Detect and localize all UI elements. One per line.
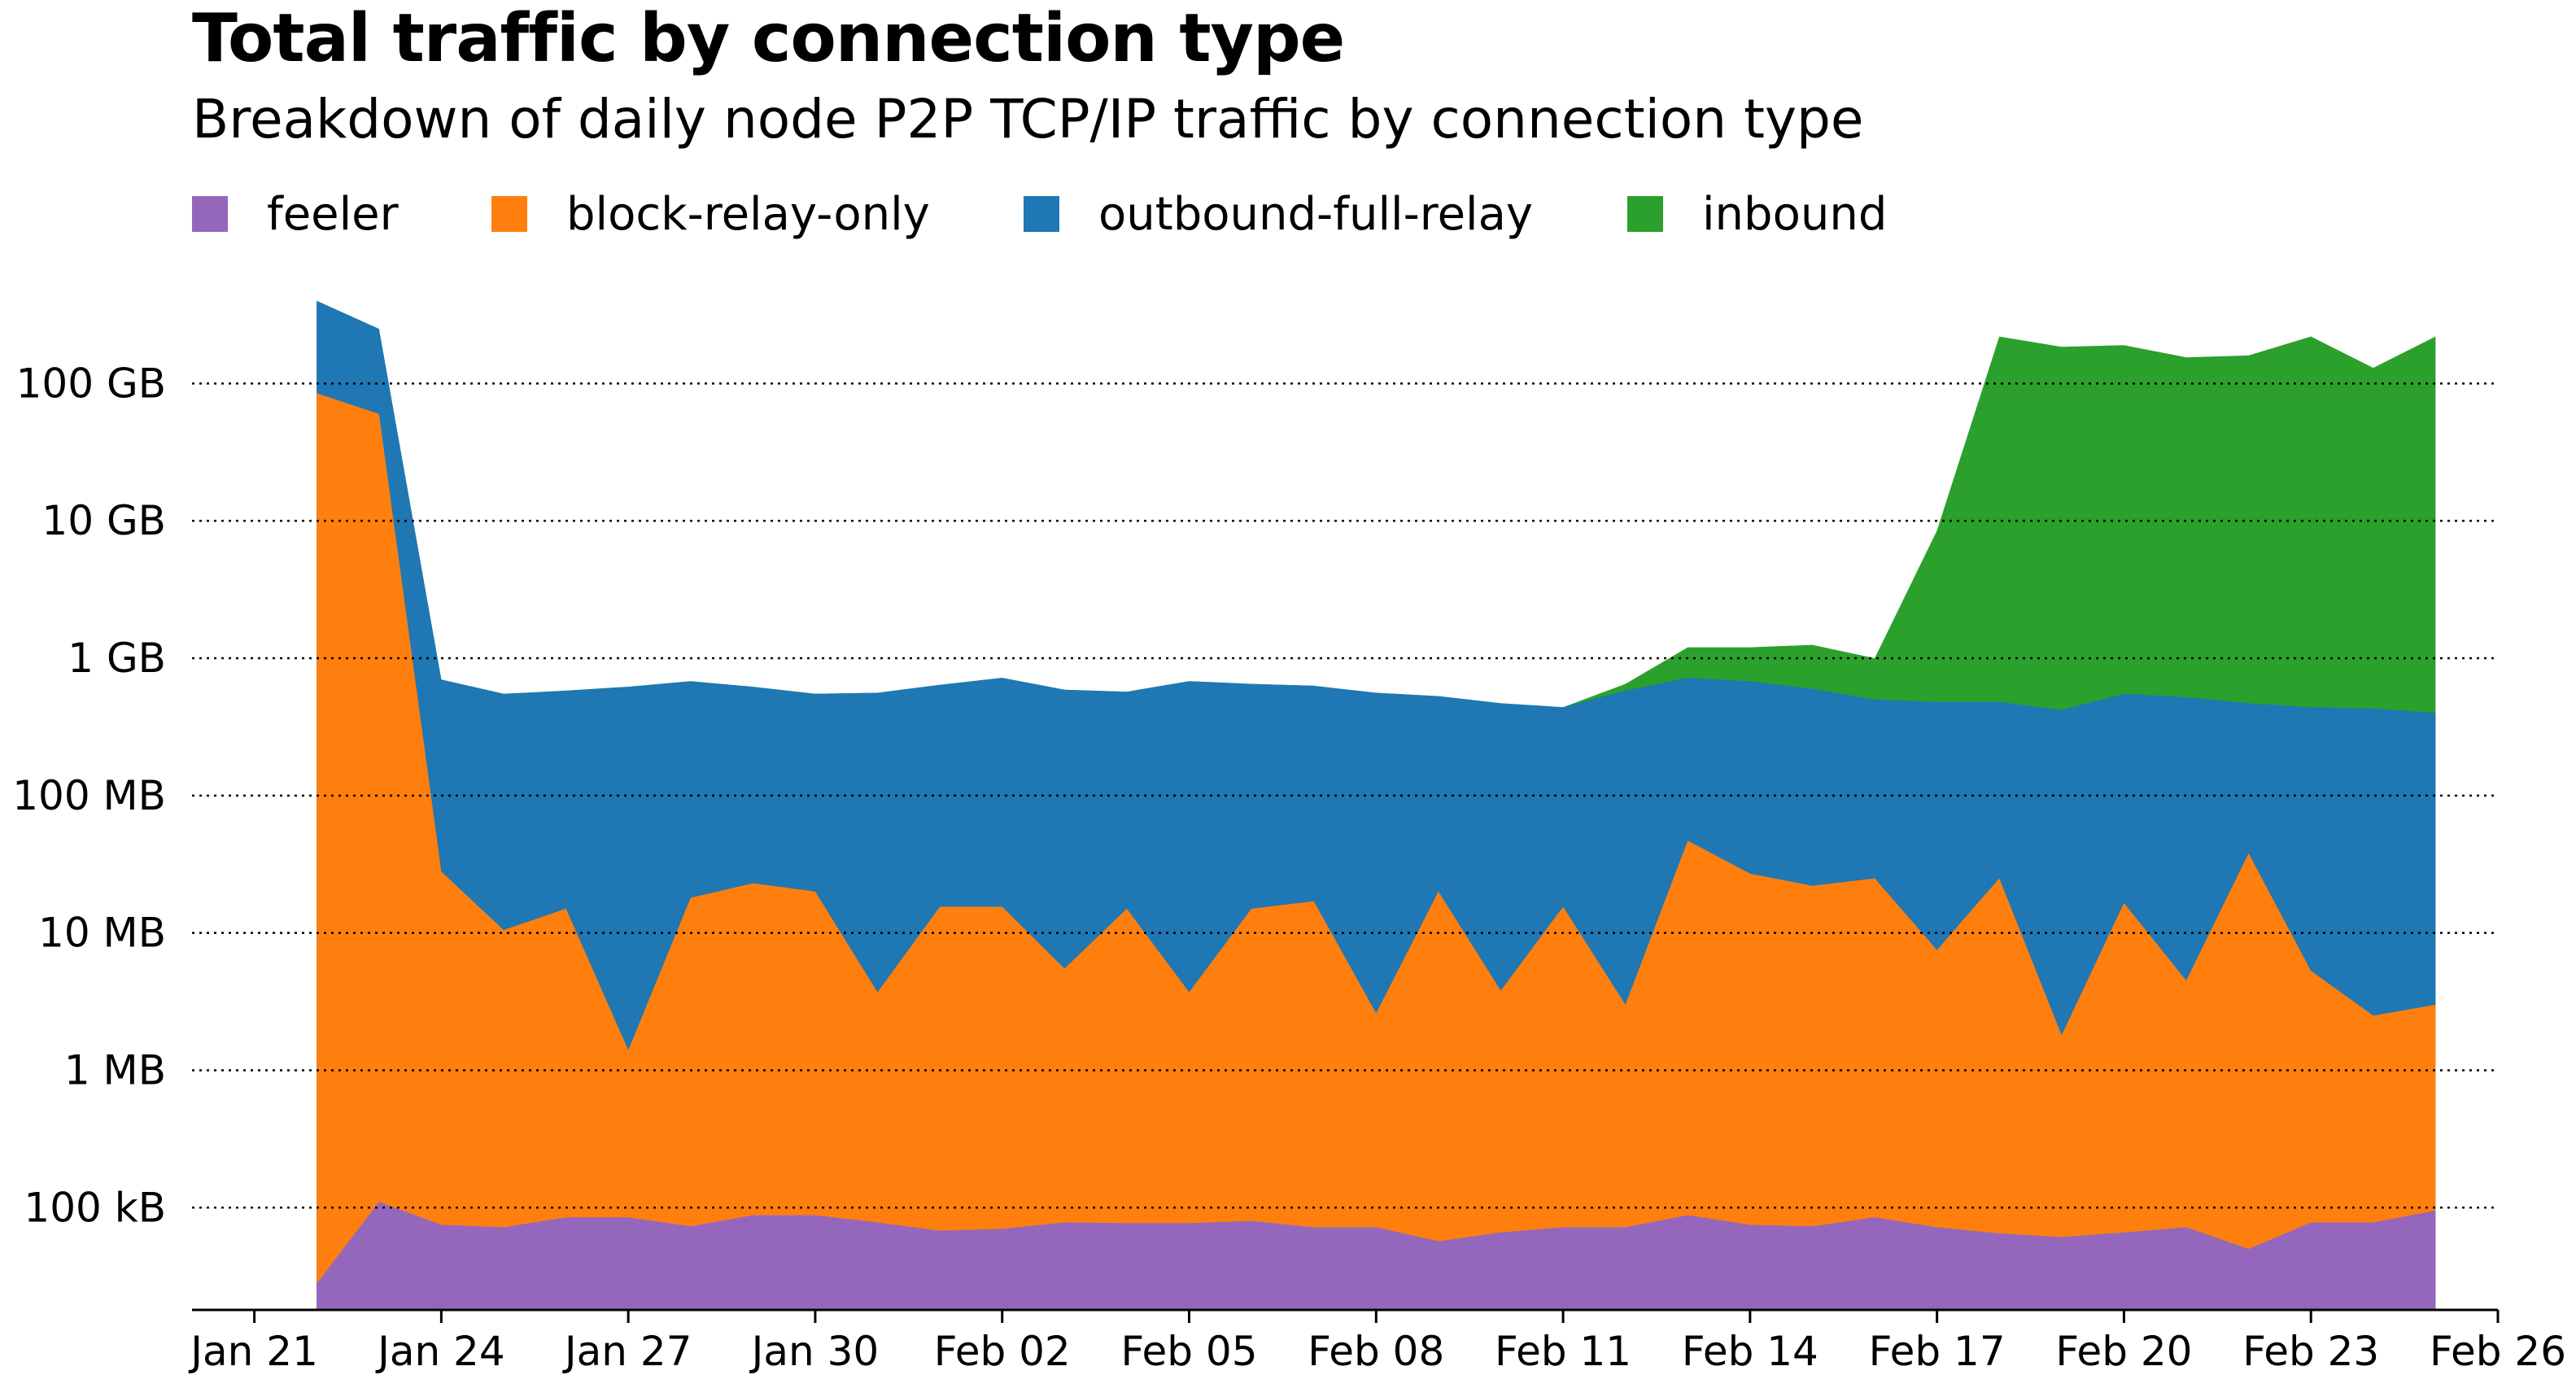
x-tick-label: Jan 21: [188, 1328, 318, 1375]
x-tick-label: Feb 08: [1308, 1328, 1444, 1375]
x-tick-label: Jan 30: [749, 1328, 880, 1375]
x-tick-label: Feb 20: [2055, 1328, 2192, 1375]
legend-item-inbound: inbound: [1627, 186, 1887, 242]
legend-item-outbound-full-relay: outbound-full-relay: [1024, 186, 1533, 242]
legend-label-feeler: feeler: [267, 187, 399, 241]
legend-swatch-block-relay-only: [491, 196, 527, 232]
x-tick-label: Feb 23: [2242, 1328, 2379, 1375]
y-tick-label: 100 MB: [12, 772, 166, 819]
legend-item-feeler: feeler: [192, 186, 399, 242]
area-feeler: [317, 1202, 2436, 1310]
stacked-areas: [317, 300, 2436, 1311]
x-axis: Jan 21 Jan 24 Jan 27 Jan 30 Feb 02 Feb 05 Feb …: [188, 1308, 2566, 1375]
legend-swatch-inbound: [1627, 196, 1663, 232]
y-tick-label: 1 MB: [64, 1046, 166, 1093]
y-tick-label: 100 kB: [24, 1184, 166, 1231]
legend-label-outbound-full-relay: outbound-full-relay: [1098, 187, 1534, 241]
x-tick-label: Feb 05: [1120, 1328, 1257, 1375]
legend-swatch-outbound-full-relay: [1024, 196, 1059, 232]
area-block-relay-only: [317, 393, 2436, 1310]
y-tick-label: 10 GB: [41, 497, 166, 544]
y-tick-label: 1 GB: [68, 635, 166, 682]
chart-title: Total traffic by connection type: [192, 0, 1345, 77]
y-axis-labels: 100 kB 1 MB 10 MB 100 MB 1 GB 10 GB 100 GB: [12, 360, 166, 1231]
x-tick-label: Feb 11: [1495, 1328, 1631, 1375]
chart-subtitle: Breakdown of daily node P2P TCP/IP traff…: [192, 88, 1864, 151]
x-tick-label: Jan 24: [375, 1328, 505, 1375]
x-tick-label: Feb 14: [1682, 1328, 1818, 1375]
legend-label-inbound: inbound: [1702, 187, 1888, 241]
legend: feeler block-relay-only outbound-full-re…: [192, 186, 2307, 242]
x-tick-label: Feb 26: [2430, 1328, 2566, 1375]
x-tick-label: Jan 27: [562, 1328, 692, 1375]
x-tick-label: Feb 02: [934, 1328, 1071, 1375]
legend-item-block-relay-only: block-relay-only: [491, 186, 930, 242]
x-tick-label: Feb 17: [1869, 1328, 2006, 1375]
legend-label-block-relay-only: block-relay-only: [566, 187, 930, 241]
y-tick-label: 100 GB: [16, 360, 166, 407]
y-tick-label: 10 MB: [38, 910, 166, 957]
legend-swatch-feeler: [192, 196, 228, 232]
